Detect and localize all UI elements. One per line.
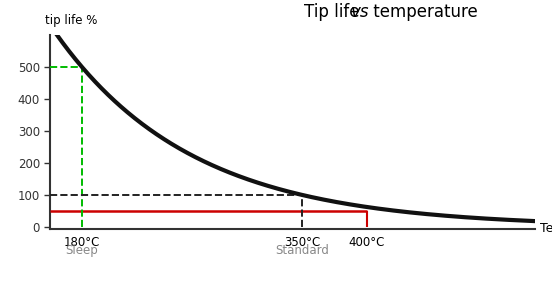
Text: 180°C: 180°C (64, 236, 100, 249)
Text: temperature: temperature (368, 3, 478, 21)
Text: vs: vs (351, 3, 369, 21)
Text: 350°C: 350°C (284, 236, 320, 249)
Text: Standard: Standard (275, 243, 329, 257)
Text: tip life %: tip life % (45, 14, 97, 28)
Text: 400°C: 400°C (349, 236, 385, 249)
Text: Temp: Temp (540, 222, 552, 235)
Text: Tip life: Tip life (304, 3, 364, 21)
Text: Sleep: Sleep (66, 243, 98, 257)
